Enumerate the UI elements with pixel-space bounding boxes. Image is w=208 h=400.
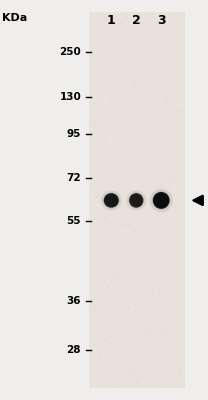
Ellipse shape [104, 193, 119, 208]
Ellipse shape [101, 190, 122, 210]
Text: 55: 55 [67, 216, 81, 226]
Text: 1: 1 [107, 14, 116, 27]
Ellipse shape [152, 191, 170, 210]
Ellipse shape [155, 194, 168, 207]
Text: 95: 95 [67, 129, 81, 139]
Bar [89, 12, 185, 388]
Text: 250: 250 [59, 47, 81, 57]
Ellipse shape [126, 190, 146, 210]
Text: 72: 72 [67, 173, 81, 183]
Text: 130: 130 [59, 92, 81, 102]
Ellipse shape [153, 192, 170, 209]
Text: 3: 3 [157, 14, 166, 27]
Ellipse shape [131, 195, 142, 206]
Text: 36: 36 [67, 296, 81, 306]
Text: 28: 28 [67, 345, 81, 355]
Ellipse shape [129, 193, 143, 208]
Text: KDa: KDa [2, 13, 27, 23]
Ellipse shape [105, 195, 117, 206]
Ellipse shape [129, 192, 144, 208]
Ellipse shape [150, 189, 173, 212]
Ellipse shape [103, 192, 120, 208]
Text: 2: 2 [132, 14, 141, 27]
